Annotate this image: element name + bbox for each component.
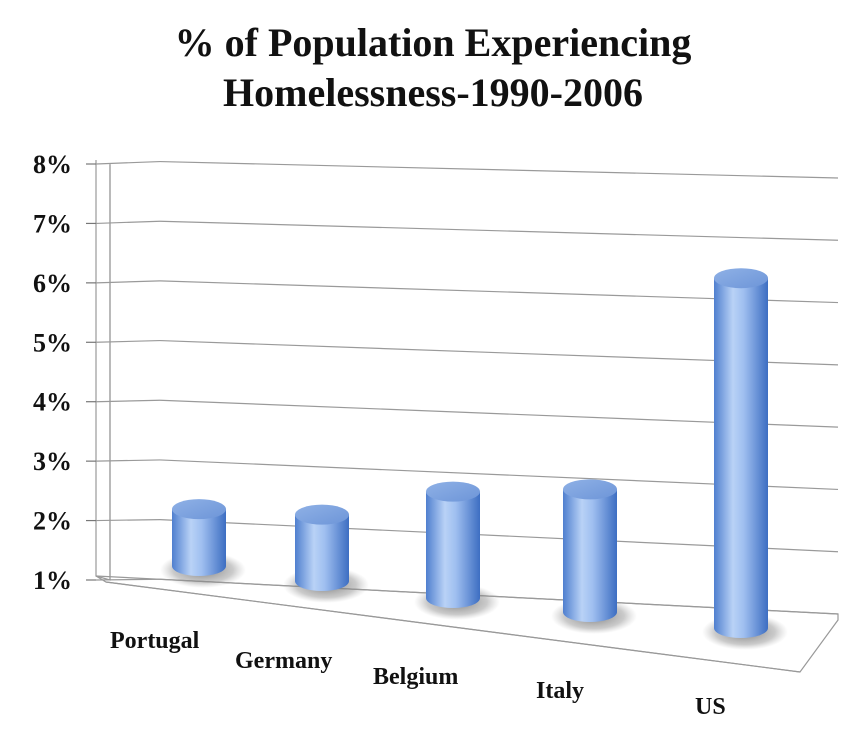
bar-body bbox=[563, 489, 617, 622]
y-tick-label: 1% bbox=[33, 566, 72, 595]
x-axis-categories: Portugal Germany Belgium Italy US bbox=[110, 628, 726, 720]
gridline bbox=[159, 220, 839, 241]
y-axis-ticks: 1% 2% 3% 4% 5% 6% 7% 8% bbox=[33, 150, 72, 595]
y-tick-label: 3% bbox=[33, 447, 72, 476]
y-tick-label: 8% bbox=[33, 150, 72, 179]
x-tick-label: Germany bbox=[235, 648, 332, 674]
gridline-side bbox=[95, 220, 161, 225]
bar-top bbox=[172, 499, 226, 520]
x-tick-label: US bbox=[695, 694, 726, 720]
gridline-side bbox=[95, 578, 161, 581]
x-tick-label: Portugal bbox=[110, 628, 200, 654]
chart-title: % of Population Experiencing Homelessnes… bbox=[0, 18, 866, 118]
x-tick-label: Belgium bbox=[373, 664, 458, 690]
gridline bbox=[159, 160, 839, 179]
chart-title-line-1: % of Population Experiencing bbox=[174, 20, 692, 65]
gridline-side bbox=[95, 160, 161, 165]
bar bbox=[414, 481, 500, 620]
y-tick-label: 2% bbox=[33, 507, 72, 536]
gridline-side bbox=[95, 339, 161, 343]
bar-body bbox=[172, 509, 226, 576]
floor-front-edge bbox=[105, 581, 801, 673]
bar-body bbox=[714, 278, 768, 638]
bar-top bbox=[714, 268, 768, 289]
bar-top bbox=[295, 504, 349, 525]
y-tick-label: 4% bbox=[33, 388, 72, 417]
gridline-side bbox=[95, 519, 161, 522]
y-tick-label: 7% bbox=[33, 209, 72, 238]
bar-top bbox=[426, 481, 480, 502]
bars bbox=[160, 268, 788, 650]
gridline-side bbox=[95, 280, 161, 284]
y-tick-label: 5% bbox=[33, 328, 72, 357]
bar bbox=[283, 504, 369, 603]
bar bbox=[160, 499, 246, 588]
gridline-side bbox=[95, 459, 161, 462]
x-tick-label: Italy bbox=[536, 678, 584, 704]
bar bbox=[551, 479, 637, 634]
y-tick-label: 6% bbox=[33, 269, 72, 298]
bar-body bbox=[295, 514, 349, 591]
bar-body bbox=[426, 491, 480, 608]
chart-title-line-2: Homelessness-1990-2006 bbox=[223, 70, 643, 115]
bar-top bbox=[563, 479, 617, 500]
gridline-side bbox=[95, 399, 161, 403]
bar bbox=[702, 268, 788, 650]
